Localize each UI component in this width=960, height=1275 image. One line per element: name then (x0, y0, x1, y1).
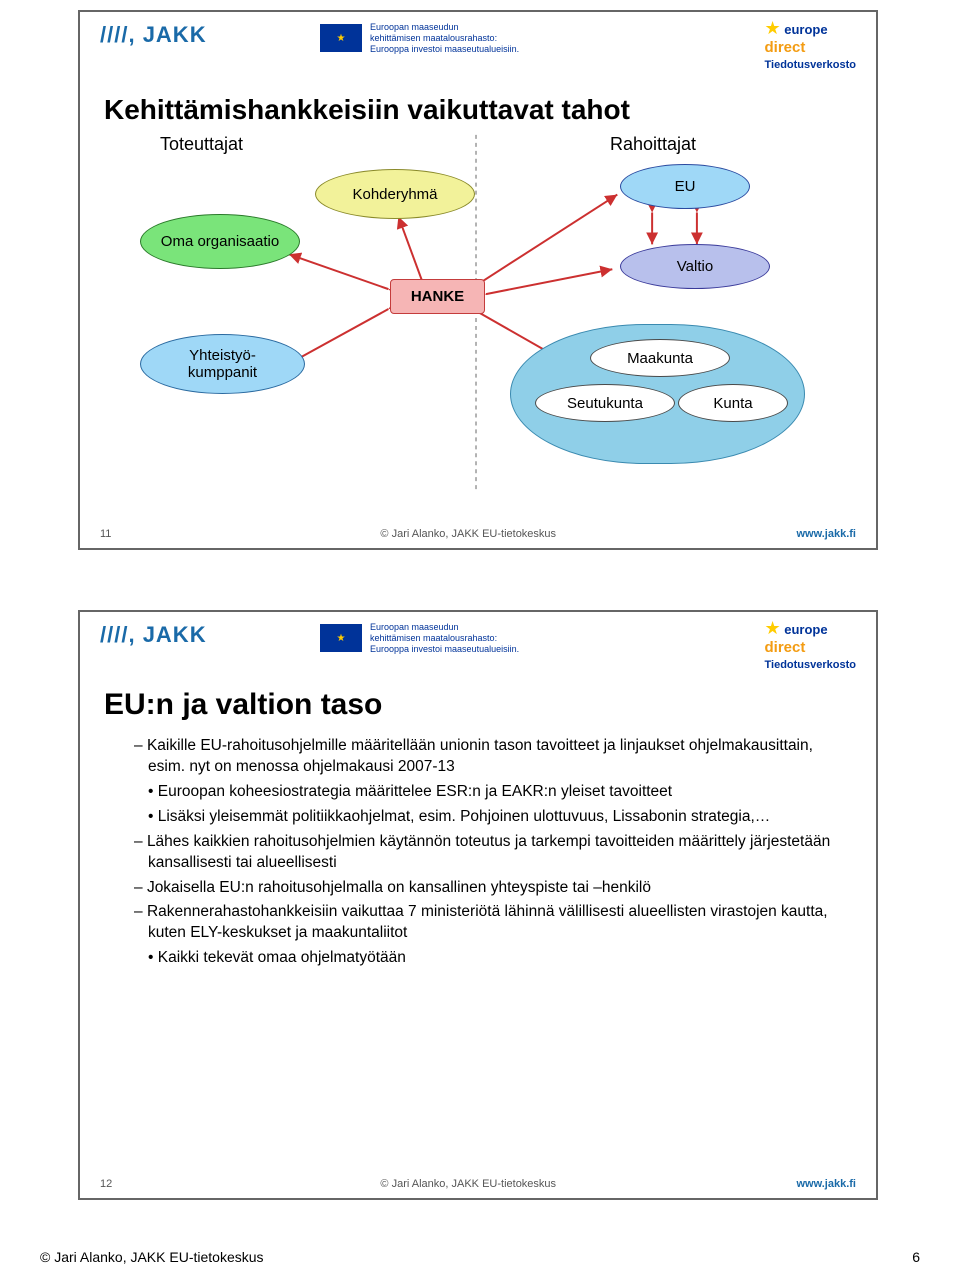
eu-fund-caption: Euroopan maaseudun kehittämisen maatalou… (370, 22, 519, 54)
eu-text2-l1: Euroopan maaseudun (370, 622, 519, 633)
eu-text2-l3: Eurooppa investoi maaseutualueisiin. (370, 644, 519, 655)
node-seutukunta: Seutukunta (535, 384, 675, 422)
jakk-logo-2: ////, JAKK (100, 622, 207, 648)
slide2-credit: © Jari Alanko, JAKK EU-tietokeskus (140, 1178, 796, 1190)
ed-line3: Tiedotusverkosto (765, 59, 857, 71)
node-hanke-label: HANKE (390, 279, 485, 314)
bullet-l2: Kaikki tekevät omaa ohjelmatyötään (162, 948, 846, 969)
bullet-l2: Lisäksi yleisemmät politiikkaohjelmat, e… (162, 807, 846, 828)
node-valtio-label: Valtio (620, 244, 770, 289)
slide2-pagenum: 12 (100, 1178, 140, 1190)
bullet-l1: Kaikille EU-rahoitusohjelmille määritell… (148, 736, 846, 778)
jakk-logo-text-2: JAKK (143, 622, 207, 647)
bullet-l1: Rakennerahastohankkeisiin vaikuttaa 7 mi… (148, 902, 846, 944)
header-row: ////, JAKK ★ Euroopan maaseudun kehittäm… (80, 12, 876, 80)
eu-flag-icon-2: ★ (320, 624, 362, 652)
eu-text-l2: kehittämisen maatalousrahasto: (370, 33, 519, 44)
ed-line2: direct (765, 39, 806, 56)
eu-text-l1: Euroopan maaseudun (370, 22, 519, 33)
eu-fund-block: ★ Euroopan maaseudun kehittämisen maatal… (320, 22, 519, 54)
header-row-2: ////, JAKK ★ Euroopan maaseudun kehittäm… (80, 612, 876, 680)
slide1-footer: 11 © Jari Alanko, JAKK EU-tietokeskus ww… (80, 528, 876, 540)
eu-text2-l2: kehittämisen maatalousrahasto: (370, 633, 519, 644)
ed2-line1: europe (784, 622, 827, 637)
page-footer: © Jari Alanko, JAKK EU-tietokeskus 6 (0, 1249, 960, 1265)
node-oma-org-label: Oma organisaatio (140, 214, 300, 269)
node-kunta: Kunta (678, 384, 788, 422)
slide2-site-link[interactable]: www.jakk.fi (796, 1178, 856, 1190)
slide2-bullets: Kaikille EU-rahoitusohjelmille määritell… (80, 730, 876, 969)
bullet-l2: Euroopan koheesiostrategia määrittelee E… (162, 782, 846, 803)
slide2-footer: 12 © Jari Alanko, JAKK EU-tietokeskus ww… (80, 1178, 876, 1190)
page-footer-num: 6 (912, 1249, 920, 1265)
europe-direct-logo: ★ europe direct Tiedotusverkosto (765, 18, 857, 71)
node-eu-label: EU (620, 164, 750, 209)
right-column-label: Rahoittajat (610, 134, 696, 155)
logo-bars-icon: ////, (100, 22, 136, 47)
bullet-l1: Jokaisella EU:n rahoitusohjelmalla on ka… (148, 878, 846, 899)
star-icon-2: ★ (765, 618, 781, 638)
slide1-pagenum: 11 (100, 528, 140, 540)
logo-bars-icon-2: ////, (100, 622, 136, 647)
node-kumppanit-label: Yhteistyö- kumppanit (140, 334, 305, 394)
node-kohderyhma-label: Kohderyhmä (315, 169, 475, 219)
star-icon: ★ (765, 18, 781, 38)
left-column-label: Toteuttajat (160, 134, 243, 155)
eu-text-l3: Eurooppa investoi maaseutualueisiin. (370, 44, 519, 55)
slide1-site-link[interactable]: www.jakk.fi (796, 528, 856, 540)
diagram-area: Toteuttajat Rahoittajat (80, 134, 876, 494)
ed-line1: europe (784, 22, 827, 37)
bullet-l1: Lähes kaikkien rahoitusohjelmien käytänn… (148, 832, 846, 874)
europe-direct-logo-2: ★ europe direct Tiedotusverkosto (765, 618, 857, 671)
jakk-logo-text: JAKK (143, 22, 207, 47)
slide2-title: EU:n ja valtion taso (104, 688, 876, 722)
slide1-credit: © Jari Alanko, JAKK EU-tietokeskus (140, 528, 796, 540)
jakk-logo: ////, JAKK (100, 22, 207, 48)
slide1-title: Kehittämishankkeisiin vaikuttavat tahot (104, 94, 876, 126)
eu-flag-icon: ★ (320, 24, 362, 52)
slide-1: ////, JAKK ★ Euroopan maaseudun kehittäm… (78, 10, 878, 550)
eu-fund-block-2: ★ Euroopan maaseudun kehittämisen maatal… (320, 622, 519, 654)
eu-fund-caption-2: Euroopan maaseudun kehittämisen maatalou… (370, 622, 519, 654)
slide-2: ////, JAKK ★ Euroopan maaseudun kehittäm… (78, 610, 878, 1200)
ed2-line2: direct (765, 639, 806, 656)
ed2-line3: Tiedotusverkosto (765, 659, 857, 671)
page-footer-credit: © Jari Alanko, JAKK EU-tietokeskus (40, 1249, 264, 1265)
node-maakunta: Maakunta (590, 339, 730, 377)
